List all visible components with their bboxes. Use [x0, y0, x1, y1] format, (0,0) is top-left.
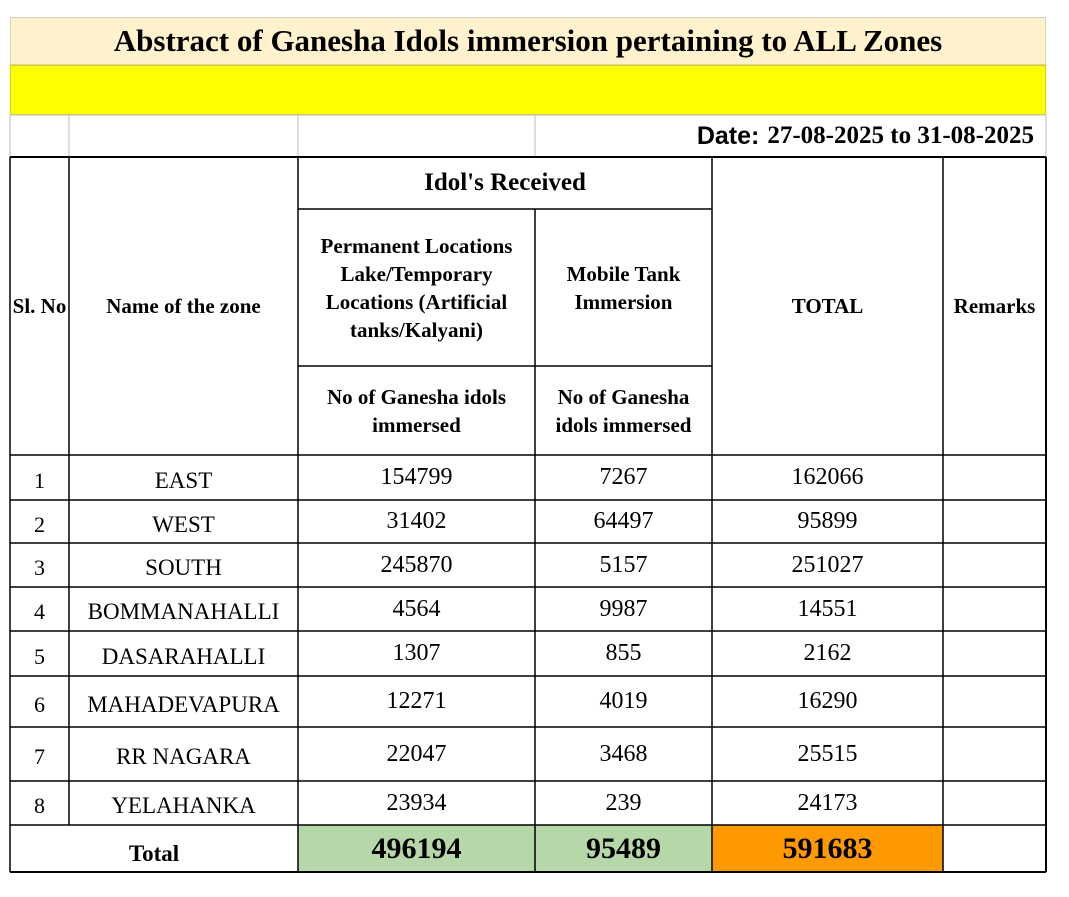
row-mobile-count: 64497 [593, 508, 654, 534]
row-remarks [943, 631, 1046, 676]
row-total: 2162 [803, 640, 852, 666]
subheader-mobile-count: No of Ganesha idols immersed [555, 384, 692, 437]
total-remarks [943, 825, 1046, 872]
header-sl-no: Sl. No [12, 294, 67, 318]
row-remarks [943, 500, 1046, 543]
header-remarks: Remarks [953, 293, 1036, 318]
header-zone-name: Name of the zone [106, 293, 261, 318]
row-mobile-count: 7267 [599, 464, 648, 490]
row-zone-name: MAHADEVAPURA [87, 691, 280, 717]
row-permanent-count: 4564 [392, 595, 441, 622]
row-total: 251027 [791, 551, 864, 578]
row-sl-no: 7 [34, 744, 45, 769]
row-remarks [943, 676, 1046, 727]
row-total: 25515 [797, 740, 858, 767]
row-mobile-count: 855 [605, 640, 642, 666]
row-remarks [943, 455, 1046, 500]
row-permanent-count: 31402 [386, 508, 447, 534]
row-mobile-count: 5157 [599, 551, 648, 578]
page-title: Abstract of Ganesha Idols immersion pert… [10, 17, 1046, 65]
header-idols-received: Idol's Received [424, 169, 586, 196]
date-range: Date: 27-08-2025 to 31-08-2025 [298, 115, 1046, 157]
row-permanent-count: 23934 [386, 789, 447, 816]
row-permanent-count: 12271 [386, 688, 447, 714]
row-zone-name: BOMMANAHALLI [87, 599, 280, 624]
total-permanent: 496194 [298, 825, 535, 872]
row-remarks [943, 587, 1046, 631]
row-mobile-count: 9987 [599, 595, 648, 622]
row-total: 162066 [791, 464, 864, 490]
total-label: Total [128, 840, 180, 866]
row-zone-name: YELAHANKA [111, 793, 256, 818]
header-permanent-locations: Permanent Locations Lake/Temporary Locat… [320, 233, 513, 342]
row-permanent-count: 154799 [380, 464, 453, 490]
row-mobile-count: 4019 [599, 688, 648, 714]
header-total: TOTAL [791, 293, 864, 318]
row-total: 95899 [797, 508, 858, 534]
row-zone-name: SOUTH [145, 555, 222, 580]
row-zone-name: WEST [152, 511, 215, 537]
row-total: 16290 [797, 688, 858, 714]
row-permanent-count: 22047 [386, 740, 447, 767]
row-sl-no: 4 [34, 599, 45, 624]
total-mobile: 95489 [535, 825, 712, 872]
row-remarks [943, 727, 1046, 781]
row-permanent-count: 245870 [380, 551, 453, 578]
row-sl-no: 6 [34, 691, 45, 717]
highlight-bar [10, 65, 1046, 115]
row-sl-no: 1 [34, 467, 45, 493]
row-total: 24173 [797, 789, 858, 816]
row-sl-no: 8 [34, 793, 45, 818]
row-mobile-count: 3468 [599, 740, 648, 767]
subheader-permanent-count: No of Ganesha idols immersed [326, 384, 507, 437]
row-remarks [943, 543, 1046, 587]
row-sl-no: 2 [34, 511, 45, 537]
row-zone-name: RR NAGARA [116, 744, 251, 769]
grand-total: 591683 [712, 825, 943, 872]
date-value: 27-08-2025 to 31-08-2025 [767, 122, 1034, 149]
date-label: Date: [696, 121, 760, 150]
row-zone-name: DASARAHALLI [101, 643, 266, 669]
row-total: 14551 [797, 595, 858, 622]
row-remarks [943, 781, 1046, 825]
row-sl-no: 5 [34, 643, 45, 669]
row-permanent-count: 1307 [392, 640, 441, 666]
header-mobile-tank: Mobile Tank Immersion [566, 261, 681, 314]
row-zone-name: EAST [154, 467, 213, 493]
row-mobile-count: 239 [605, 789, 642, 816]
row-sl-no: 3 [34, 555, 45, 580]
